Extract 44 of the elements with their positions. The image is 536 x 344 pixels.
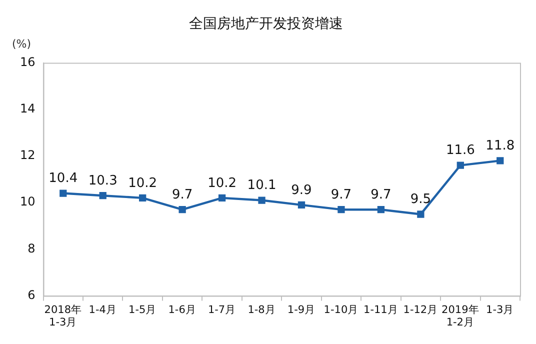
- point: [139, 194, 146, 202]
- y-tick-label: 6: [28, 288, 36, 302]
- x-tick-label: 1-6月: [168, 304, 196, 316]
- x-tick-label: 1-11月: [364, 304, 398, 316]
- data-label: 10.4: [48, 171, 78, 186]
- point: [218, 194, 226, 202]
- data-label: 11.6: [446, 143, 475, 158]
- x-tick-label: 2019年 1-2月: [442, 304, 480, 328]
- x-tick-label: 1-10月: [324, 304, 359, 316]
- y-tick-label: 8: [28, 241, 36, 256]
- data-label: 9.5: [410, 192, 432, 208]
- point: [99, 192, 106, 200]
- data-label: 10.2: [208, 176, 237, 191]
- y-tick-label: 10: [20, 194, 36, 209]
- x-tick-label: 1-8月: [248, 304, 276, 316]
- x-tick-label: 1-7月: [208, 304, 236, 316]
- data-label: 9.9: [291, 182, 312, 198]
- data-label: 9.7: [330, 187, 352, 202]
- point: [258, 196, 266, 204]
- data-label: 11.8: [486, 138, 515, 154]
- data-label: 10.1: [247, 178, 276, 194]
- x-tick-label: 1-9月: [287, 304, 316, 316]
- point: [377, 206, 385, 214]
- point: [338, 206, 345, 214]
- x-tick-label: 1-5月: [128, 304, 157, 316]
- y-tick-label: 16: [20, 54, 36, 69]
- point: [60, 190, 67, 197]
- x-tick-label: 1-12月: [403, 304, 438, 316]
- x-tick-label: 2018年 1-3月: [44, 304, 82, 328]
- point: [298, 201, 306, 209]
- data-label: 10.3: [88, 173, 118, 188]
- point: [417, 210, 424, 218]
- point: [456, 162, 464, 169]
- data-label: 9.7: [172, 187, 193, 202]
- chart-title: 全国房地产开发投资增速: [189, 16, 343, 32]
- y-tick-label: 14: [20, 102, 36, 116]
- data-label: 10.2: [128, 176, 158, 191]
- y-tick-label: 12: [20, 148, 36, 162]
- x-tick-label: 1-4月: [88, 304, 117, 316]
- point: [178, 206, 186, 214]
- point: [496, 157, 504, 164]
- y-axis-title: (%): [12, 38, 32, 51]
- data-label: 9.7: [370, 187, 392, 202]
- x-tick-label: 1-3月: [486, 304, 514, 316]
